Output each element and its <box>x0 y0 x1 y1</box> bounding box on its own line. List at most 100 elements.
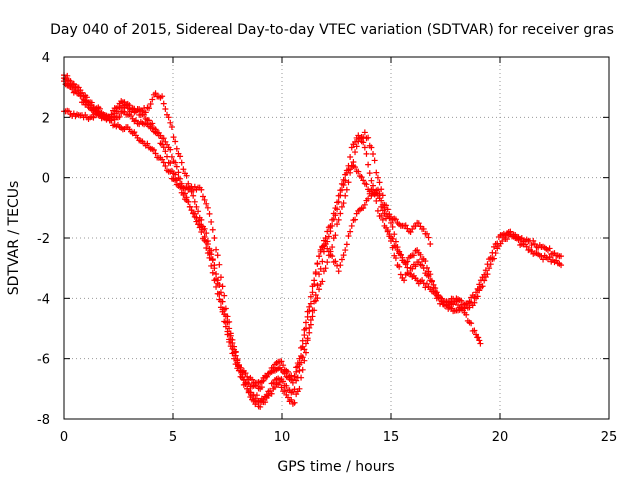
data-point <box>348 144 355 151</box>
data-point <box>204 241 211 248</box>
data-point <box>283 382 290 389</box>
data-point-interp <box>412 263 419 270</box>
data-point <box>250 397 257 404</box>
data-point-interp <box>298 374 305 381</box>
data-point-interp <box>216 291 223 298</box>
data-point-interp <box>474 285 481 292</box>
data-point <box>335 198 342 205</box>
data-point-interp <box>114 103 121 110</box>
data-point-interp <box>298 344 305 351</box>
data-point-interp <box>338 186 345 193</box>
data-point <box>191 210 198 217</box>
data-point-interp <box>337 262 344 269</box>
data-point-interp <box>423 280 430 287</box>
data-point-interp <box>307 300 314 307</box>
data-point-interp <box>164 153 171 160</box>
data-point <box>270 364 277 371</box>
data-point-interp <box>423 264 430 271</box>
data-point <box>217 298 224 305</box>
data-point-interp <box>365 161 372 168</box>
y-tick-label: -8 <box>37 413 50 428</box>
data-point-interp <box>327 228 334 235</box>
data-point <box>322 235 329 241</box>
data-point-interp <box>347 154 354 161</box>
data-point-interp <box>186 203 193 210</box>
data-point-interp <box>319 278 326 285</box>
data-point-interp <box>155 132 162 139</box>
data-point <box>335 268 342 275</box>
data-point-interp <box>65 108 72 115</box>
data-point-interp <box>219 283 226 290</box>
data-point-interp <box>280 378 287 385</box>
data-point-interp <box>325 233 332 240</box>
data-point <box>224 313 231 320</box>
data-point <box>178 159 185 166</box>
data-point-interp <box>294 360 301 367</box>
data-point <box>427 271 434 278</box>
data-point <box>374 186 381 193</box>
data-point <box>198 222 205 229</box>
data-point-interp <box>226 318 233 325</box>
data-point-interp <box>402 222 409 229</box>
data-point-interp <box>370 182 377 189</box>
data-point-interp <box>141 111 148 118</box>
data-point-interp <box>330 216 337 223</box>
data-point-interp <box>116 113 123 120</box>
data-point <box>368 177 375 184</box>
data-point-interp <box>319 243 326 250</box>
data-point-interp <box>306 329 313 336</box>
data-point-interp <box>360 205 367 212</box>
data-point-interp <box>337 210 344 217</box>
data-point-interp <box>240 377 247 384</box>
x-axis-label: GPS time / hours <box>277 459 394 475</box>
y-tick-label: -4 <box>37 292 50 307</box>
data-point-interp <box>177 153 184 160</box>
data-point <box>224 328 231 335</box>
data-point-interp <box>317 265 324 272</box>
data-point-interp <box>307 317 314 324</box>
data-point-interp <box>199 193 206 200</box>
data-point-interp <box>312 292 319 299</box>
data-point-interp <box>150 146 157 153</box>
data-point-interp <box>306 303 313 310</box>
data-point-interp <box>183 194 190 201</box>
data-point <box>329 244 336 251</box>
data-point <box>302 319 309 326</box>
data-point-interp <box>183 172 190 179</box>
data-point-interp <box>175 175 182 182</box>
data-point-interp <box>239 369 246 376</box>
data-point <box>531 241 538 248</box>
data-point-interp <box>206 254 213 261</box>
data-point <box>355 168 362 175</box>
data-point-interp <box>216 261 223 268</box>
data-point-interp <box>209 269 216 276</box>
data-point-interp <box>108 111 115 118</box>
data-point-interp <box>471 327 478 334</box>
data-point-interp <box>392 255 399 262</box>
data-point-interp <box>209 226 216 233</box>
data-point <box>165 114 172 121</box>
data-point <box>316 253 323 260</box>
data-point <box>427 241 434 248</box>
data-point <box>394 247 401 254</box>
data-point-interp <box>65 77 72 84</box>
data-point-interp <box>379 216 386 223</box>
data-point-interp <box>396 263 403 270</box>
data-point-interp <box>443 301 450 308</box>
axis-ticks <box>63 56 610 420</box>
data-point-interp <box>281 388 288 395</box>
data-point-interp <box>301 357 308 364</box>
data-point-interp <box>494 240 501 247</box>
data-point-interp <box>170 134 177 141</box>
data-point-interp <box>461 305 468 312</box>
data-point-interp <box>345 179 352 186</box>
data-point-interp <box>476 337 483 344</box>
data-point-interp <box>363 150 370 157</box>
data-point-interp <box>366 170 373 177</box>
data-point-interp <box>280 362 287 369</box>
x-tick-label: 10 <box>274 430 291 445</box>
data-point-interp <box>267 369 274 376</box>
data-point <box>329 253 336 260</box>
data-point-interp <box>209 257 216 264</box>
